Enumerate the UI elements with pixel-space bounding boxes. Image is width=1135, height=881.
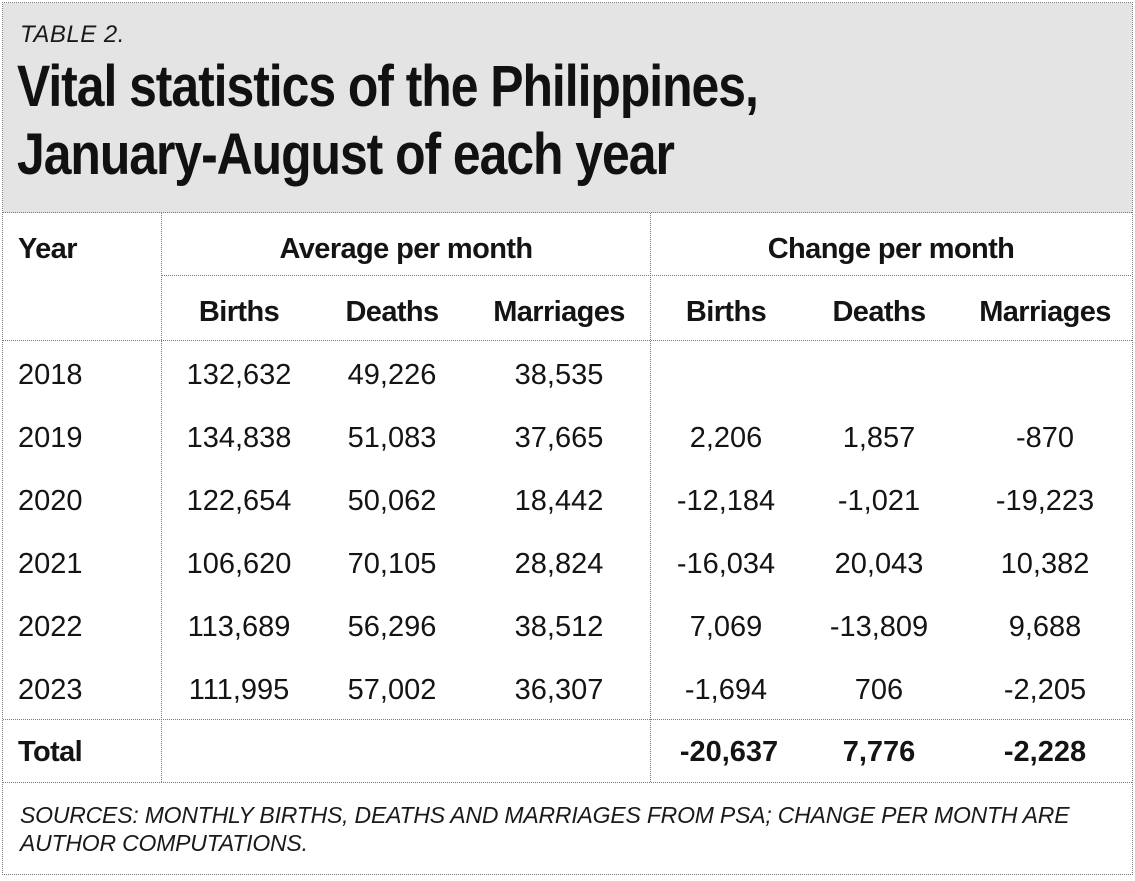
header-year: Year xyxy=(18,233,77,265)
rule-above-total xyxy=(3,719,1132,720)
header-change-deaths: Deaths xyxy=(832,296,926,328)
table-label: TABLE 2. xyxy=(20,21,125,48)
row-2021-change-births: -16,034 xyxy=(676,548,776,580)
header-average-per-month: Average per month xyxy=(279,233,533,265)
row-2019-year: 2019 xyxy=(18,422,83,454)
table-title-line-1: Vital statistics of the Philippines, xyxy=(17,54,759,119)
row-2022-year: 2022 xyxy=(18,611,83,643)
header-average-marriages: Marriages xyxy=(493,296,625,328)
rule-under-total xyxy=(3,782,1132,783)
row-2018-average-marriages: 38,535 xyxy=(514,359,604,391)
row-2020-average-deaths: 50,062 xyxy=(347,485,437,517)
row-2023-change-births: -1,694 xyxy=(684,674,768,706)
header-change-births: Births xyxy=(685,296,767,328)
row-2023-change-marriages: -2,205 xyxy=(1003,674,1087,706)
row-2022-average-marriages: 38,512 xyxy=(514,611,604,643)
total-change-births: -20,637 xyxy=(679,736,779,768)
total-label: Total xyxy=(18,736,83,768)
row-2020-average-marriages: 18,442 xyxy=(514,485,604,517)
row-2020-year: 2020 xyxy=(18,485,83,517)
row-2023-year: 2023 xyxy=(18,674,83,706)
rule-after-year-column xyxy=(161,213,162,782)
row-2021-average-births: 106,620 xyxy=(186,548,292,580)
table-title-line-2: January-August of each year xyxy=(17,122,675,187)
row-2023-average-deaths: 57,002 xyxy=(347,674,437,706)
row-2023-change-deaths: 706 xyxy=(854,674,904,706)
row-2021-year: 2021 xyxy=(18,548,83,580)
row-2021-average-marriages: 28,824 xyxy=(514,548,604,580)
row-2018-year: 2018 xyxy=(18,359,83,391)
row-2018-average-deaths: 49,226 xyxy=(347,359,437,391)
row-2022-average-births: 113,689 xyxy=(187,611,291,643)
total-change-deaths: 7,776 xyxy=(842,736,916,768)
row-2022-change-births: 7,069 xyxy=(689,611,763,643)
rule-under-group-headers xyxy=(161,275,1131,276)
header-change-marriages: Marriages xyxy=(979,296,1111,328)
row-2021-change-deaths: 20,043 xyxy=(834,548,924,580)
total-change-marriages: -2,228 xyxy=(1003,736,1087,768)
row-2019-change-marriages: -870 xyxy=(1015,422,1075,454)
row-2022-average-deaths: 56,296 xyxy=(347,611,437,643)
table-header-band: TABLE 2. Vital statistics of the Philipp… xyxy=(3,3,1132,213)
row-2023-average-marriages: 36,307 xyxy=(514,674,604,706)
header-average-deaths: Deaths xyxy=(345,296,439,328)
row-2020-change-marriages: -19,223 xyxy=(995,485,1095,517)
table-title: Vital statistics of the Philippines, Janu… xyxy=(17,53,759,189)
row-2019-change-deaths: 1,857 xyxy=(842,422,916,454)
header-change-per-month: Change per month xyxy=(767,233,1015,265)
row-2020-average-births: 122,654 xyxy=(186,485,292,517)
row-2022-change-deaths: -13,809 xyxy=(829,611,929,643)
row-2019-average-marriages: 37,665 xyxy=(514,422,604,454)
rule-under-column-headers xyxy=(3,340,1132,341)
row-2022-change-marriages: 9,688 xyxy=(1008,611,1082,643)
row-2020-change-deaths: -1,021 xyxy=(837,485,921,517)
header-average-births: Births xyxy=(198,296,280,328)
row-2018-average-births: 132,632 xyxy=(186,359,292,391)
row-2021-change-marriages: 10,382 xyxy=(1000,548,1090,580)
row-2019-average-births: 134,838 xyxy=(186,422,292,454)
rule-between-groups xyxy=(650,213,651,782)
row-2023-average-births: 111,995 xyxy=(188,674,290,706)
row-2021-average-deaths: 70,105 xyxy=(347,548,437,580)
row-2020-change-births: -12,184 xyxy=(676,485,776,517)
sources-note: SOURCES: MONTHLY BIRTHS, DEATHS AND MARR… xyxy=(20,802,1070,856)
row-2019-average-deaths: 51,083 xyxy=(347,422,437,454)
row-2019-change-births: 2,206 xyxy=(689,422,763,454)
